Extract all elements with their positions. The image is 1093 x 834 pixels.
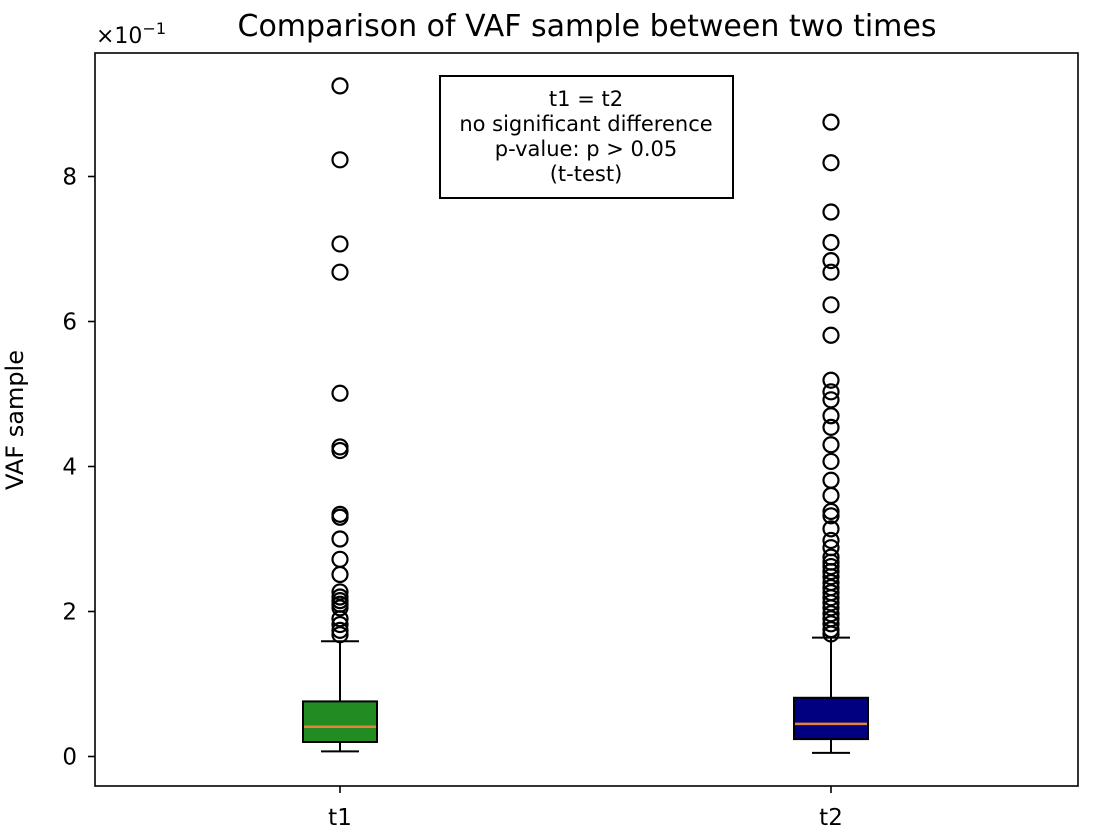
outlier-point-t2: [822, 436, 840, 454]
outlier-point-t1: [331, 530, 349, 548]
outlier-point-t2: [822, 507, 840, 525]
outlier-point-t2: [822, 252, 840, 270]
outlier-point-t2: [822, 625, 840, 643]
annotation-box: [439, 75, 734, 199]
outlier-point-t1: [331, 508, 349, 526]
outlier-point-t2: [822, 531, 840, 550]
outlier-point-t2: [822, 383, 840, 401]
y-offset-label: ×10−1: [96, 19, 166, 49]
y-axis: 0 2 4 6 8: [62, 165, 95, 771]
outlier-point-t2: [822, 471, 840, 489]
annotation-line-2: no significant difference: [459, 112, 712, 136]
outlier-point-t1: [331, 626, 349, 644]
outlier-point-t2: [822, 502, 840, 521]
outlier-point-t2: [822, 486, 840, 505]
annotation-line-1: t1 = t2: [549, 87, 623, 111]
y-tick-label: 0: [62, 745, 77, 771]
box-t1: [302, 77, 378, 753]
annotation-line-3: p-value: p > 0.05: [495, 137, 678, 161]
y-tick-label: 2: [62, 600, 77, 626]
y-offset-exponent: −1: [142, 19, 166, 38]
iqr-box-t2: [793, 696, 869, 741]
chart-title: Comparison of VAF sample between two tim…: [238, 9, 937, 44]
outlier-point-t2: [822, 326, 840, 344]
outlier-point-t2: [822, 615, 840, 633]
outlier-point-t2: [822, 113, 840, 131]
x-tick-label: t1: [328, 805, 352, 831]
y-tick-label: 4: [62, 455, 77, 481]
plot-area: [302, 77, 869, 754]
outlier-point-t1: [331, 263, 349, 281]
outlier-point-t2: [822, 407, 840, 425]
box-t2: [793, 113, 869, 754]
y-axis-label: VAF sample: [1, 350, 29, 490]
axes-frame: [94, 52, 1079, 787]
outlier-point-t1: [331, 599, 349, 617]
outlier-point-t2: [822, 520, 840, 538]
outlier-point-t2: [822, 233, 840, 252]
annotation-line-4: (t-test): [550, 162, 623, 186]
stat-annotation: t1 = t2 no significant difference p-valu…: [439, 75, 734, 199]
outlier-point-t2: [822, 296, 840, 314]
outlier-point-t1: [331, 550, 349, 568]
outlier-point-t2: [822, 371, 840, 389]
x-tick-label: t2: [819, 805, 843, 831]
outlier-point-t1: [331, 621, 349, 639]
outlier-point-t1: [331, 615, 349, 634]
x-axis: t1 t2: [328, 786, 843, 831]
iqr-box-t1: [302, 700, 378, 744]
outlier-point-t1: [331, 77, 349, 95]
outlier-point-t1: [331, 384, 349, 402]
outlier-point-t2: [822, 452, 840, 471]
outlier-point-t1: [331, 235, 349, 253]
outlier-point-t2: [822, 154, 840, 172]
y-tick-label: 6: [62, 310, 77, 336]
outlier-point-t1: [331, 441, 349, 460]
y-tick-label: 8: [62, 165, 77, 191]
outlier-point-t1: [331, 151, 349, 169]
outlier-point-t2: [822, 263, 840, 281]
outlier-point-t1: [331, 565, 349, 584]
outlier-point-t1: [331, 438, 349, 456]
outlier-point-t2: [822, 418, 840, 436]
outlier-point-t2: [822, 203, 840, 221]
outlier-point-t2: [822, 621, 840, 639]
